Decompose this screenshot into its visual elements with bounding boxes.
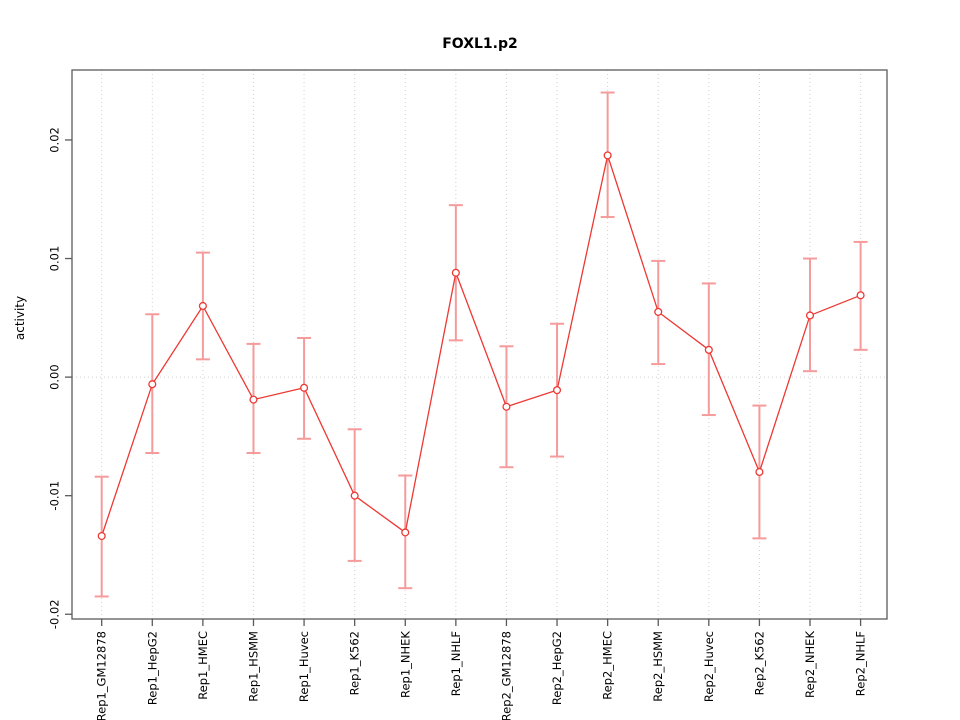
y-tick-label: -0.01	[48, 481, 62, 511]
data-point	[755, 467, 764, 477]
chart-title: FOXL1.p2	[442, 36, 518, 52]
x-tick-label: Rep1_GM12878	[95, 631, 109, 720]
x-tick-label: Rep2_K562	[752, 631, 766, 695]
x-tick-label: Rep1_NHEK	[398, 631, 412, 698]
data-point	[805, 311, 815, 320]
y-tick-label: 0.00	[48, 364, 62, 390]
series-line	[101, 152, 861, 537]
data-point	[350, 491, 359, 500]
y-tick-label: 0.02	[48, 127, 62, 153]
x-tick-label: Rep2_NHLF	[854, 631, 868, 696]
x-tick-label: Rep1_HepG2	[145, 631, 159, 705]
data-point	[451, 268, 460, 277]
x-tick-label: Rep2_HMEC	[601, 631, 615, 700]
y-tick-label: -0.02	[48, 599, 62, 629]
data-point	[148, 380, 157, 389]
x-tick-label: Rep2_HepG2	[550, 631, 564, 705]
data-point	[552, 386, 562, 395]
plot-frame	[71, 69, 888, 620]
data-point	[300, 383, 309, 392]
x-tick-label: Rep2_GM12878	[499, 631, 513, 720]
data-point	[401, 528, 410, 537]
x-tick-label: Rep1_HMEC	[196, 631, 210, 700]
data-point	[856, 291, 865, 300]
data-point	[502, 402, 511, 411]
x-tick-label: Rep2_Huvec	[702, 631, 716, 702]
x-tick-label: Rep2_HSMM	[651, 631, 665, 702]
data-point	[97, 531, 106, 541]
x-tick-label: Rep1_K562	[348, 631, 362, 695]
data-point	[654, 307, 663, 316]
data-point	[704, 345, 713, 354]
x-tick-label: Rep1_Huvec	[297, 631, 311, 702]
x-tick-label: Rep1_HSMM	[246, 631, 260, 702]
y-tick-label: 0.01	[48, 246, 62, 272]
x-tick-label: Rep1_NHLF	[449, 631, 463, 696]
x-tick-label: Rep2_NHEK	[803, 631, 817, 698]
data-point	[249, 395, 258, 404]
data-point	[603, 151, 612, 160]
data-point	[198, 301, 207, 311]
